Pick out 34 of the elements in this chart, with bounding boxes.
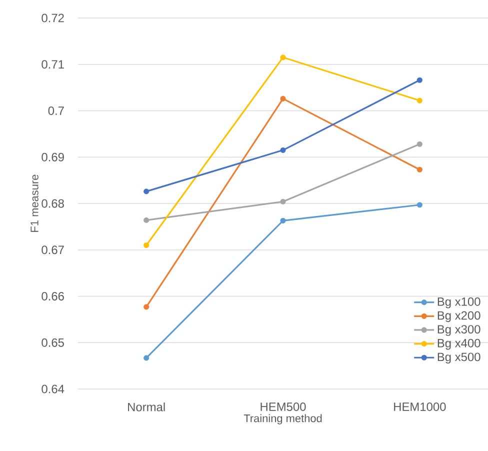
point	[144, 355, 150, 361]
point	[416, 141, 422, 147]
point	[280, 198, 286, 204]
legend-label: Bg x400	[438, 338, 480, 350]
y-tick-label: 0.7	[48, 106, 64, 115]
x-tick-label: HEM1000	[394, 402, 446, 411]
point	[416, 202, 422, 208]
y-tick-label: 0.71	[42, 60, 64, 69]
point	[144, 242, 150, 248]
legend-label: Bg x200	[438, 311, 480, 322]
x-tick-label: Normal	[128, 402, 165, 412]
point	[280, 147, 286, 153]
y-tick-label: 0.65	[42, 338, 64, 347]
point	[144, 304, 150, 310]
y-tick-label: 0.67	[42, 246, 64, 254]
legend-label: Bg x500	[438, 352, 480, 364]
y-tick-label: 0.66	[42, 292, 64, 300]
point	[416, 166, 422, 172]
y-tick-label: 0.72	[42, 14, 64, 22]
point	[280, 96, 286, 102]
point	[280, 54, 286, 60]
y-tick-label: 0.69	[42, 152, 64, 162]
point	[144, 188, 150, 194]
x-tick-label: HEM500	[260, 402, 306, 411]
point	[416, 98, 422, 104]
x-axis-title: Training method	[244, 414, 322, 424]
legend-label: Bg x100	[438, 297, 480, 308]
y-tick-label: 0.64	[42, 384, 64, 394]
point	[144, 217, 150, 223]
point	[280, 218, 286, 224]
legend-label: Bg x300	[438, 325, 480, 336]
y-axis-title: F1 measure	[30, 174, 38, 232]
y-tick-label: 0.68	[42, 199, 64, 208]
point	[416, 77, 422, 83]
